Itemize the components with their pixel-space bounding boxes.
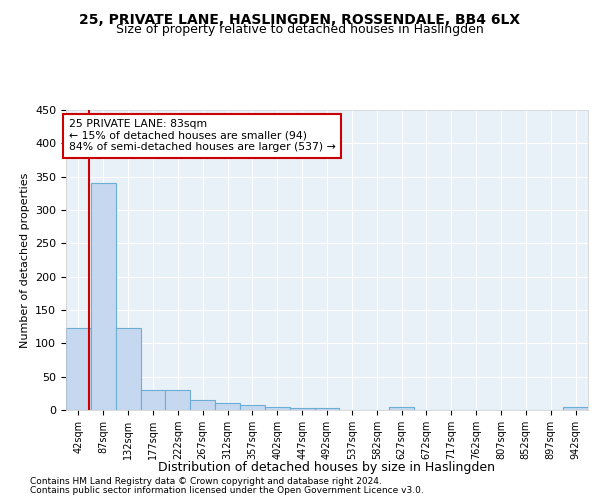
Text: Distribution of detached houses by size in Haslingden: Distribution of detached houses by size … xyxy=(158,461,496,474)
Text: Contains public sector information licensed under the Open Government Licence v3: Contains public sector information licen… xyxy=(30,486,424,495)
Bar xyxy=(166,390,190,410)
Bar xyxy=(314,408,340,410)
Bar xyxy=(66,328,91,410)
Bar xyxy=(190,400,215,410)
Bar xyxy=(116,328,140,410)
Bar xyxy=(290,408,314,410)
Bar xyxy=(140,390,166,410)
Text: Size of property relative to detached houses in Haslingden: Size of property relative to detached ho… xyxy=(116,22,484,36)
Text: Contains HM Land Registry data © Crown copyright and database right 2024.: Contains HM Land Registry data © Crown c… xyxy=(30,477,382,486)
Bar xyxy=(389,406,414,410)
Bar xyxy=(265,406,290,410)
Bar xyxy=(215,404,240,410)
Bar xyxy=(563,406,588,410)
Bar xyxy=(91,184,116,410)
Text: 25 PRIVATE LANE: 83sqm
← 15% of detached houses are smaller (94)
84% of semi-det: 25 PRIVATE LANE: 83sqm ← 15% of detached… xyxy=(68,119,335,152)
Text: 25, PRIVATE LANE, HASLINGDEN, ROSSENDALE, BB4 6LX: 25, PRIVATE LANE, HASLINGDEN, ROSSENDALE… xyxy=(79,12,521,26)
Bar xyxy=(240,406,265,410)
Y-axis label: Number of detached properties: Number of detached properties xyxy=(20,172,29,348)
